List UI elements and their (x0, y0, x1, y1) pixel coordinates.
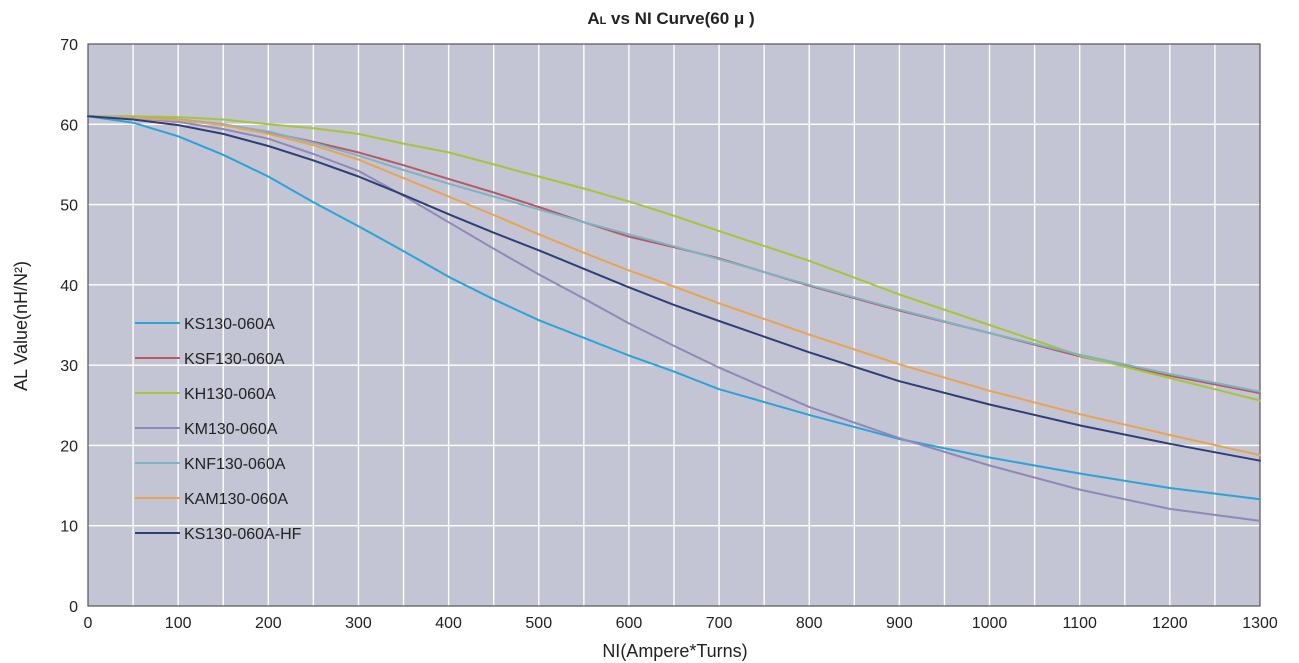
x-tick-label: 500 (525, 615, 552, 632)
series-line (87, 115, 1261, 522)
legend-label: KS130-060A-HF (184, 526, 302, 543)
x-axis-ticks: 0 100 200 300 400 500 600 700 800 900 1000 1100 1200… (84, 615, 1278, 632)
y-tick-label: 70 (60, 37, 78, 54)
chart-title-subscript: L (600, 15, 607, 27)
series-lines (87, 115, 1261, 522)
legend-label: KAM130-060A (184, 491, 288, 508)
x-tick-label: 600 (616, 615, 643, 632)
series-line (87, 115, 1261, 457)
series-line (87, 115, 1261, 402)
chart-title-main: A (587, 9, 599, 28)
x-tick-label: 1000 (972, 615, 1008, 632)
x-tick-label: 1100 (1062, 615, 1097, 632)
legend-label: KNF130-060A (184, 456, 286, 473)
y-tick-label: 50 (60, 198, 78, 215)
y-tick-label: 10 (60, 519, 78, 536)
x-tick-label: 800 (796, 615, 823, 632)
series-line (87, 115, 1261, 393)
legend-label: KS130-060A (184, 316, 275, 333)
x-tick-label: 0 (84, 615, 93, 632)
x-tick-label: 1200 (1152, 615, 1188, 632)
y-tick-label: 40 (60, 278, 78, 295)
x-tick-label: 200 (255, 615, 282, 632)
legend-label: KH130-060A (184, 386, 276, 403)
y-axis-ticks: 0 10 20 30 40 50 60 70 (60, 37, 78, 616)
series-line (87, 115, 1261, 462)
legend-label: KM130-060A (184, 421, 278, 438)
chart-title-rest: vs NI Curve(60 μ ) (606, 9, 754, 28)
x-axis-label: NI(Ampere*Turns) (602, 641, 747, 661)
y-axis-label: AL Value(nH/N²) (11, 261, 31, 391)
series-line (87, 115, 1261, 501)
x-tick-label: 900 (886, 615, 913, 632)
x-tick-label: 400 (435, 615, 462, 632)
plot-frame (87, 43, 1261, 607)
x-tick-label: 100 (165, 615, 192, 632)
y-tick-label: 60 (60, 117, 78, 134)
legend-label: KSF130-060A (184, 351, 285, 368)
y-tick-label: 30 (60, 358, 78, 375)
x-tick-label: 700 (706, 615, 733, 632)
y-tick-label: 20 (60, 438, 78, 455)
chart-title: AL vs NI Curve(60 μ ) (587, 9, 754, 28)
x-tick-label: 300 (345, 615, 372, 632)
legend: KS130-060A KSF130-060A KH130-060A KM130-060… (135, 316, 302, 543)
x-tick-label: 1300 (1242, 615, 1278, 632)
y-tick-label: 0 (69, 599, 78, 616)
